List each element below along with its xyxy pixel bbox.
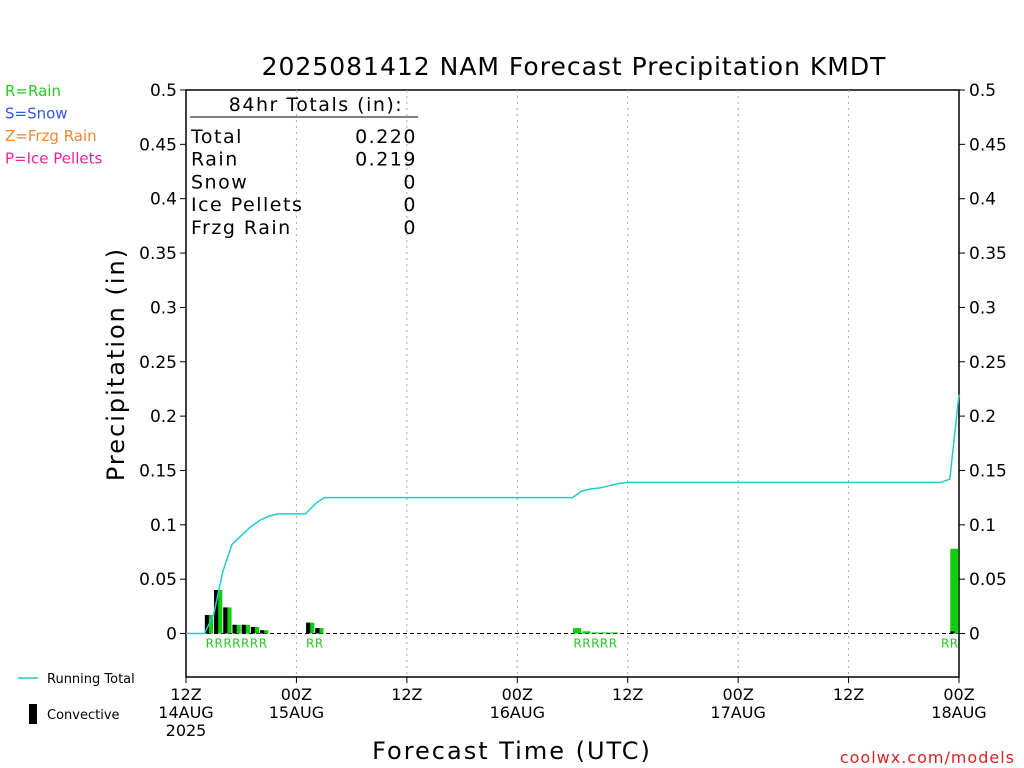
totals-label: Rain [191,149,239,171]
y-tick-label-left: 0.35 [139,244,177,264]
convective-bar [260,630,265,634]
x-tick-label: 12Z [170,685,201,704]
y-tick-label-right: 0.1 [969,516,996,536]
x-tick-label: 12Z [612,685,643,704]
ptype-labels: RRRRRRR RR RRRRR RR [206,637,959,651]
totals-label: Ice Pellets [191,194,303,216]
x-tick-label: 2025 [166,721,207,740]
x-tick-label: 00Z [502,685,533,704]
y-tick-label-right: 0.45 [969,135,1007,155]
y-tick-label-left: 0.45 [139,135,177,155]
totals-label: Total [190,126,243,148]
totals-value: 0 [403,194,417,216]
ptype-label: RR [306,637,324,651]
y-tick-label-left: 0.25 [139,353,177,373]
y-axis-label: Precipitation (in) [102,247,130,481]
totals-value: 0 [403,217,417,239]
y-tick-label-left: 0.5 [150,81,177,101]
y-tick-label-left: 0.2 [150,407,177,427]
rain-bar [609,632,619,634]
x-tick-label: 00Z [943,685,974,704]
x-axis-label: Forecast Time (UTC) [372,737,652,765]
totals-value: 0.219 [355,149,417,171]
rain-bar [950,548,959,634]
convective-bar [950,631,955,634]
ptype-label: RRRRRRR [206,637,268,651]
x-tick-label: 12Z [391,685,422,704]
x-tick-label: 00Z [722,685,753,704]
totals-rows: Total 0.220 Rain 0.219 Snow 0 Ice Pellets 0 Frzg… [190,126,417,239]
y-tick-label-left: 0.05 [139,570,177,590]
rain-bar [582,631,591,634]
convective-bar [315,628,320,634]
legend-label: Running Total [47,672,135,687]
plot-frame [185,89,960,678]
totals-value: 0 [403,171,417,193]
totals-box: 84hr Totals (in): Total 0.220 Rain 0.219 Sno… [190,94,418,239]
x-tick-label: 12Z [833,685,864,704]
ptype-legend-item: Z=Frzg Rain [5,127,97,145]
ptype-legend-item: R=Rain [5,82,61,100]
totals-label: Snow [191,171,248,193]
y-axis-left: 0 0.05 0.1 0.15 0.2 0.25 0.3 0.35 0.4 0.45 0.5 [139,81,186,645]
rain-bar [572,628,582,634]
x-tick-label: 14AUG [158,703,213,722]
y-axis-right: 0 0.05 0.1 0.15 0.2 0.25 0.3 0.35 0.4 0.45 0.5 [959,81,1007,645]
y-tick-label-right: 0.2 [969,407,996,427]
x-tick-label: 17AUG [710,703,765,722]
y-tick-label-right: 0.5 [969,81,996,101]
x-tick-label: 15AUG [269,703,324,722]
x-tick-label: 00Z [281,685,312,704]
rain-bar [591,632,600,634]
credit-text: coolwx.com/models [840,748,1015,767]
y-tick-label-left: 0.4 [150,190,177,210]
y-tick-label-right: 0.15 [969,461,1007,481]
ptype-legend: R=Rain S=Snow Z=Frzg Rain P=Ice Pellets [5,82,102,168]
convective-bar [241,624,246,634]
convective-bar [214,590,219,634]
convective-bar [306,622,311,634]
x-tick-label: 18AUG [931,703,986,722]
convective-bar [223,607,228,634]
y-tick-label-right: 0.25 [969,353,1007,373]
rain-bar [600,632,609,634]
running-total-line [186,394,960,635]
totals-value: 0.220 [355,126,417,148]
totals-label: Frzg Rain [191,217,292,239]
legend-bar-swatch [29,704,37,724]
x-tick-label: 16AUG [490,703,545,722]
y-tick-label-left: 0.3 [150,298,177,318]
convective-bar [204,615,210,634]
plot-area: RRRRRRR RR RRRRR RR [185,89,960,678]
bars [204,548,959,634]
y-tick-label-left: 0.15 [139,461,177,481]
ptype-legend-item: S=Snow [5,105,68,123]
ptype-label: RR [941,637,959,651]
convective-bar [232,624,237,634]
y-tick-label-left: 0.1 [150,516,177,536]
y-tick-label-right: 0.05 [969,570,1007,590]
chart-title: 2025081412 NAM Forecast Precipitation KM… [262,52,887,81]
ptype-label: RRRRR [573,637,617,651]
bottom-legend: Running Total Convective [18,672,135,724]
totals-header: 84hr Totals (in): [229,94,403,116]
y-tick-label-right: 0.35 [969,244,1007,264]
legend-label: Convective [47,708,120,723]
grid [295,90,850,677]
y-tick-label-right: 0.4 [969,190,996,210]
y-tick-label-right: 0.3 [969,298,996,318]
y-tick-label-right: 0 [969,625,980,645]
convective-bar [250,626,256,634]
ptype-legend-item: P=Ice Pellets [5,150,102,168]
y-tick-label-left: 0 [166,625,177,645]
